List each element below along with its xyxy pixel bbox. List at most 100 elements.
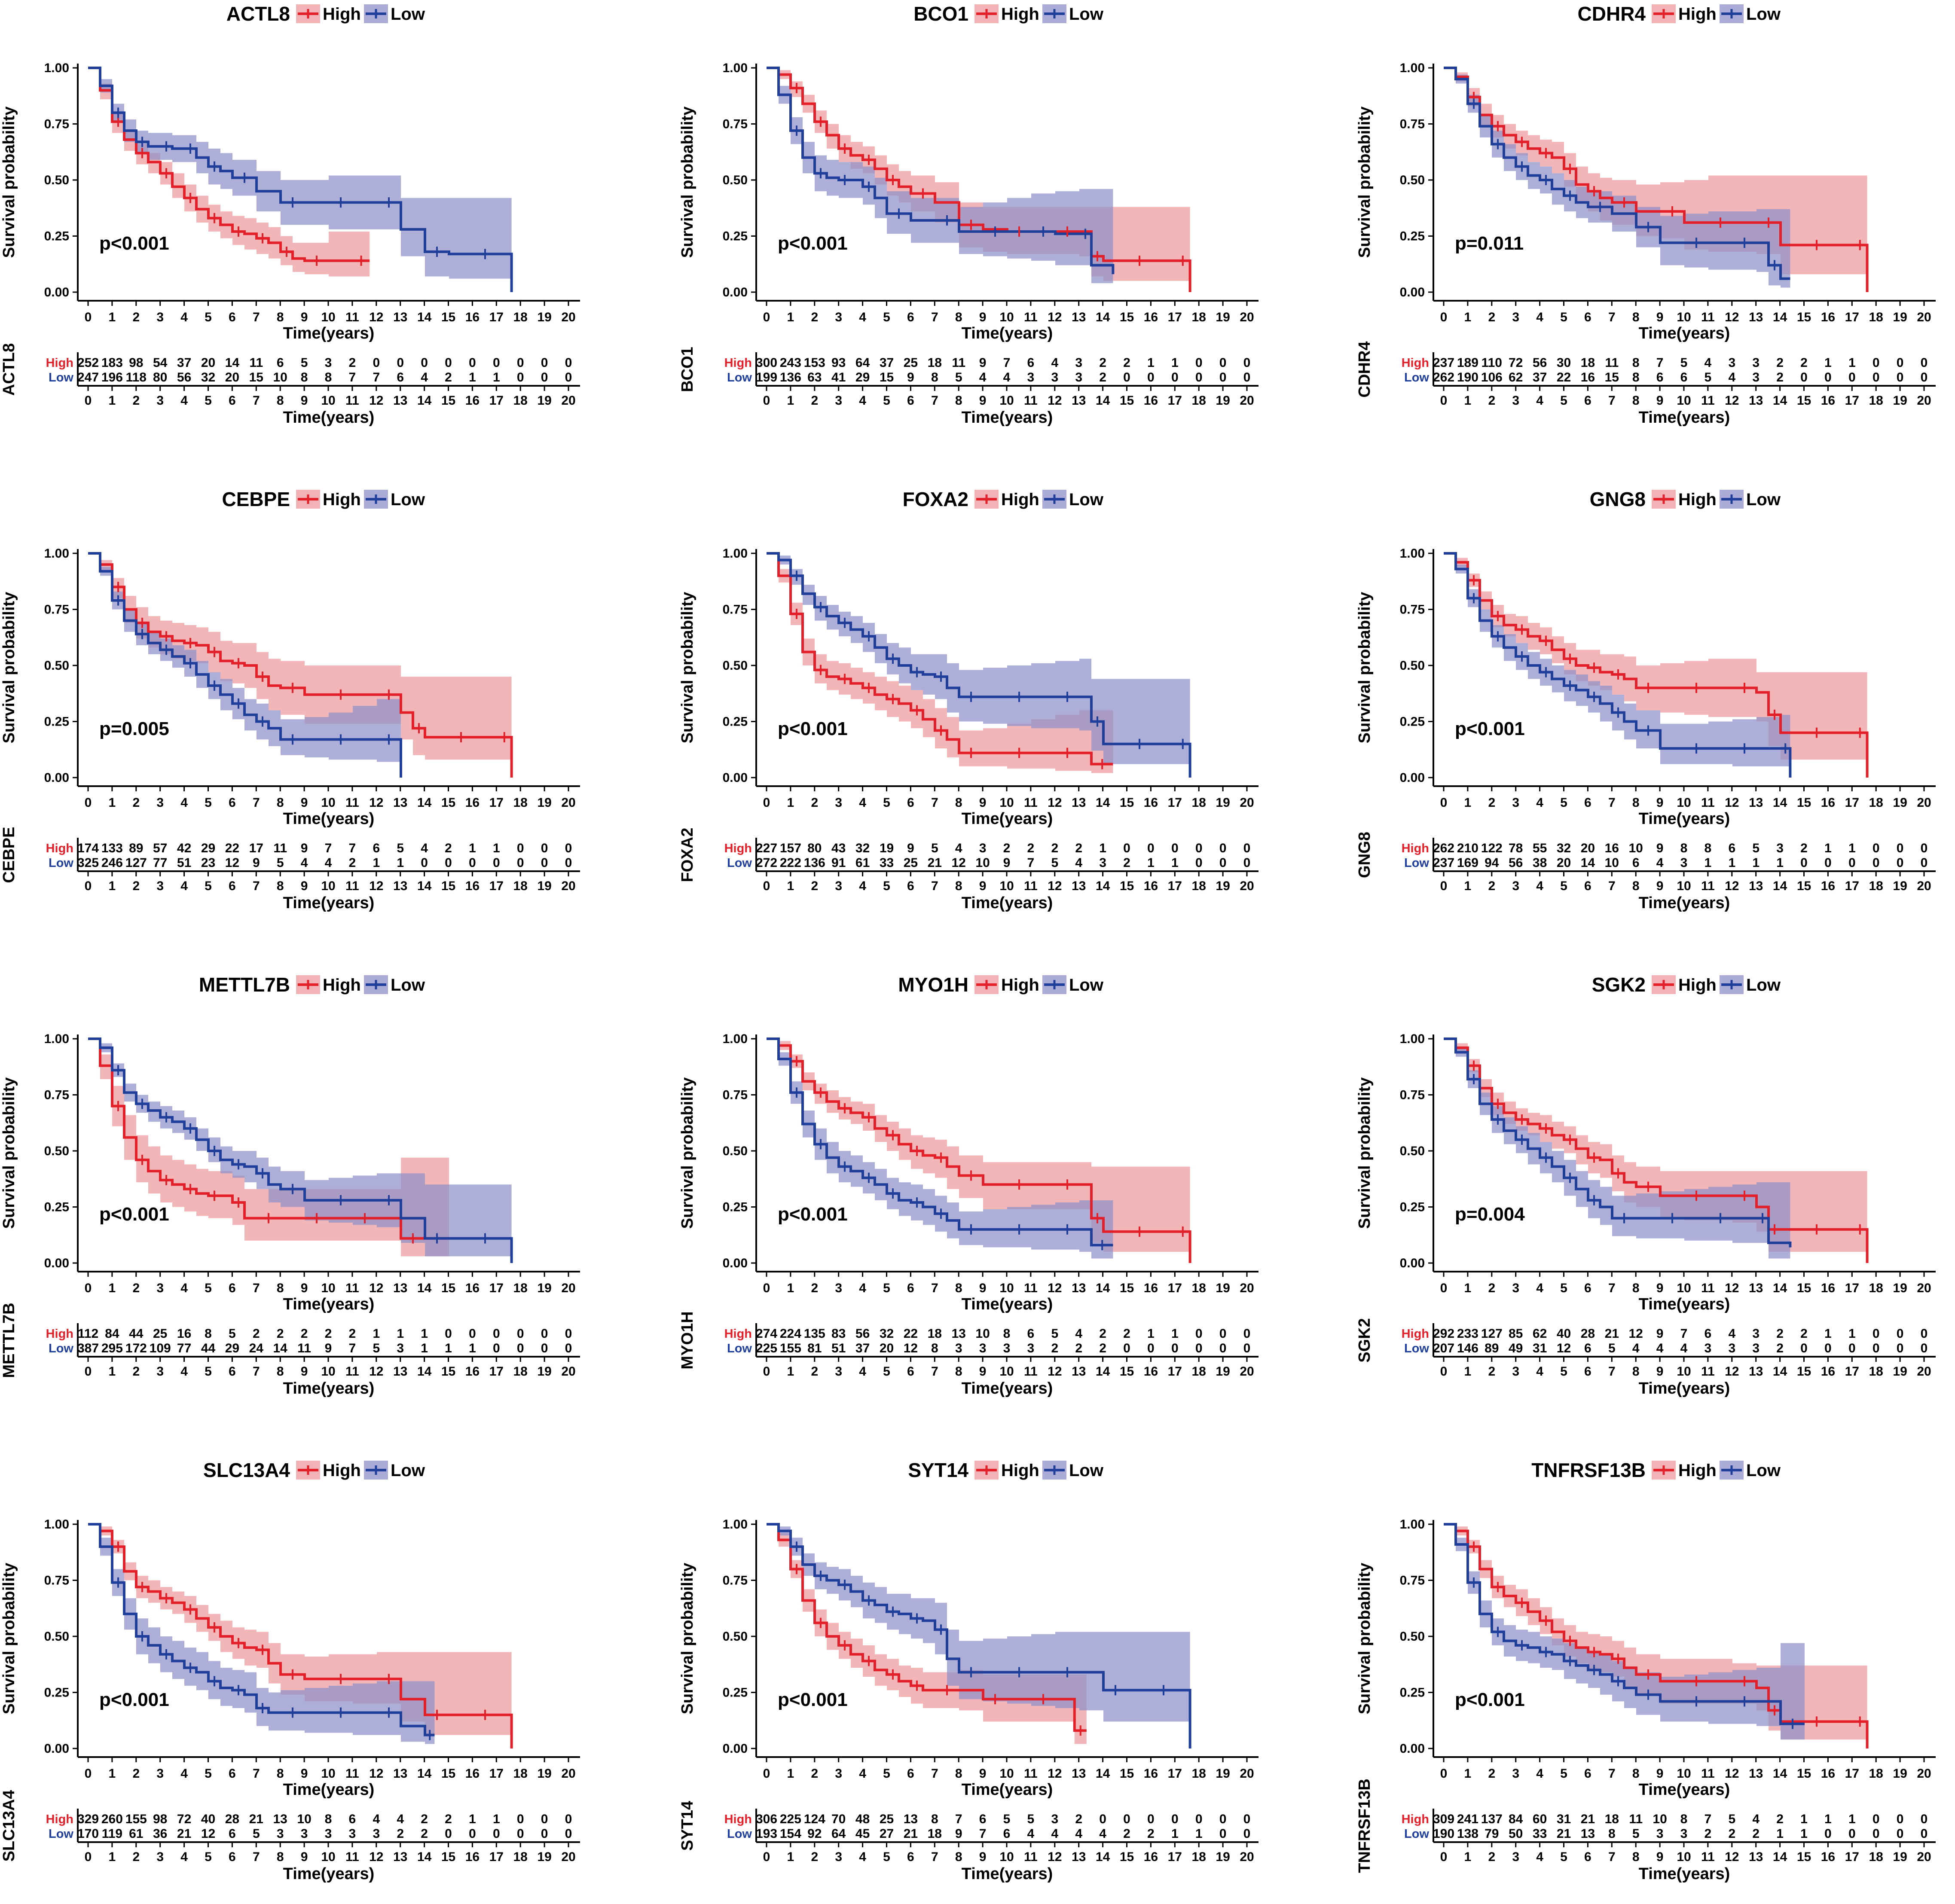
risk-count-high: 10 (297, 1812, 311, 1826)
x-tick-label: 3 (1512, 796, 1519, 810)
risk-count-high: 0 (1099, 1812, 1106, 1826)
x-tick-label: 16 (1821, 310, 1835, 324)
risk-x-tick-label: 19 (1893, 879, 1907, 893)
x-tick-label: 9 (979, 310, 987, 324)
risk-count-high: 0 (565, 356, 572, 370)
risk-count-high: 2 (1776, 1327, 1784, 1341)
x-tick-label: 4 (180, 310, 188, 324)
risk-x-tick-label: 3 (156, 879, 164, 893)
risk-x-tick-label: 8 (1632, 1850, 1640, 1864)
risk-count-high: 5 (1027, 1812, 1035, 1826)
x-tick-label: 20 (1917, 1767, 1931, 1781)
survival-curve-low (1444, 67, 1790, 280)
risk-count-high: 0 (397, 356, 404, 370)
x-tick-label: 18 (1192, 1767, 1206, 1781)
risk-x-tick-label: 11 (345, 1850, 359, 1864)
risk-x-tick-label: 8 (955, 1850, 962, 1864)
risk-count-low: 3 (1680, 856, 1688, 870)
legend-high-label: High (323, 976, 361, 995)
risk-count-low: 136 (804, 856, 825, 870)
risk-count-low: 6 (1632, 856, 1640, 870)
risk-count-high: 7 (325, 841, 332, 855)
risk-x-tick-label: 13 (393, 879, 407, 893)
risk-count-high: 189 (1457, 356, 1478, 370)
risk-x-tick-label: 13 (1072, 394, 1086, 408)
risk-count-low: 246 (101, 856, 123, 870)
risk-count-high: 0 (1219, 1812, 1227, 1826)
risk-x-tick-label: 2 (1488, 394, 1495, 408)
risk-x-tick-label: 7 (253, 879, 260, 893)
risk-x-axis-title: Time(years) (283, 1865, 375, 1883)
risk-count-low: 1 (1776, 856, 1784, 870)
risk-count-high: 28 (1581, 1327, 1595, 1341)
risk-count-low: 1 (1147, 856, 1155, 870)
risk-x-tick-label: 1 (109, 1850, 116, 1864)
risk-x-tick-label: 15 (1797, 394, 1811, 408)
risk-count-low: 21 (904, 1827, 918, 1841)
risk-count-low: 8 (301, 370, 308, 384)
risk-count-high: 0 (1897, 1812, 1904, 1826)
x-tick-label: 14 (1096, 310, 1110, 324)
risk-x-tick-label: 16 (465, 879, 480, 893)
risk-x-tick-label: 8 (955, 1364, 962, 1379)
x-tick-label: 5 (205, 310, 212, 324)
risk-x-tick-label: 4 (180, 1364, 188, 1379)
x-tick-label: 17 (489, 310, 504, 324)
risk-count-low: 15 (1605, 370, 1619, 384)
risk-table-gene-label: CDHR4 (1356, 342, 1374, 398)
panel-title: MYO1H (898, 973, 968, 996)
risk-count-low: 9 (907, 370, 914, 384)
risk-count-low: 0 (1123, 1341, 1130, 1355)
risk-count-high: 83 (831, 1327, 846, 1341)
risk-strata-low-label: Low (49, 856, 73, 870)
risk-count-low: 21 (177, 1827, 191, 1841)
y-tick-label: 0.50 (1400, 659, 1425, 673)
risk-count-high: 40 (1557, 1327, 1571, 1341)
risk-count-high: 241 (1457, 1812, 1478, 1826)
risk-count-high: 2 (301, 1327, 308, 1341)
x-tick-label: 13 (1072, 796, 1086, 810)
risk-count-low: 9 (253, 856, 260, 870)
risk-count-low: 2 (1147, 1827, 1155, 1841)
x-tick-label: 3 (835, 310, 842, 324)
risk-count-low: 0 (1147, 370, 1155, 384)
risk-count-low: 237 (1433, 856, 1454, 870)
risk-x-tick-label: 1 (1464, 1850, 1472, 1864)
risk-count-high: 17 (249, 841, 263, 855)
risk-count-low: 127 (125, 856, 147, 870)
x-tick-label: 13 (1072, 310, 1086, 324)
x-tick-label: 13 (1749, 310, 1763, 324)
risk-count-high: 42 (177, 841, 191, 855)
risk-count-high: 20 (1581, 841, 1595, 855)
y-tick-label: 1.00 (723, 1032, 748, 1046)
risk-x-tick-label: 14 (417, 1850, 432, 1864)
risk-count-low: 1 (1752, 856, 1760, 870)
risk-count-low: 109 (150, 1341, 171, 1355)
risk-x-tick-label: 9 (979, 1364, 987, 1379)
y-tick-label: 0.25 (723, 715, 748, 729)
risk-count-high: 1 (1147, 356, 1155, 370)
risk-count-low: 3 (1656, 1827, 1664, 1841)
risk-count-low: 5 (1705, 370, 1712, 384)
y-tick-label: 1.00 (44, 546, 69, 561)
risk-count-low: 20 (1557, 856, 1571, 870)
risk-count-low: 77 (153, 856, 167, 870)
legend-high-label: High (323, 5, 361, 24)
p-value: p<0.001 (1455, 718, 1525, 739)
risk-count-high: 70 (831, 1812, 846, 1826)
x-tick-label: 7 (253, 310, 260, 324)
risk-x-tick-label: 7 (1608, 1364, 1616, 1379)
x-tick-label: 15 (441, 1767, 455, 1781)
risk-count-high: 4 (1051, 356, 1058, 370)
x-tick-label: 4 (180, 1767, 188, 1781)
risk-count-high: 56 (1533, 356, 1547, 370)
x-tick-label: 19 (1216, 1281, 1230, 1295)
risk-count-low: 12 (1557, 1341, 1571, 1355)
risk-x-tick-label: 6 (907, 1850, 914, 1864)
x-tick-label: 8 (955, 1281, 962, 1295)
survival-curve-low (88, 1523, 435, 1736)
risk-count-low: 325 (77, 856, 99, 870)
risk-count-high: 1 (1147, 1327, 1155, 1341)
risk-x-tick-label: 10 (1677, 1850, 1691, 1864)
